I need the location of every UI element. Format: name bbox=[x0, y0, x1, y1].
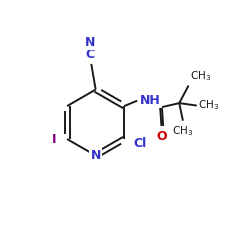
Text: NH: NH bbox=[140, 94, 161, 107]
Text: I: I bbox=[52, 132, 57, 145]
Text: CH$_3$: CH$_3$ bbox=[190, 69, 211, 82]
Text: Cl: Cl bbox=[134, 137, 147, 150]
Text: O: O bbox=[156, 130, 167, 142]
Text: C: C bbox=[86, 48, 94, 61]
Text: N: N bbox=[85, 36, 95, 49]
Text: CH$_3$: CH$_3$ bbox=[172, 124, 194, 138]
Text: CH$_3$: CH$_3$ bbox=[198, 99, 219, 112]
Text: N: N bbox=[90, 149, 101, 162]
